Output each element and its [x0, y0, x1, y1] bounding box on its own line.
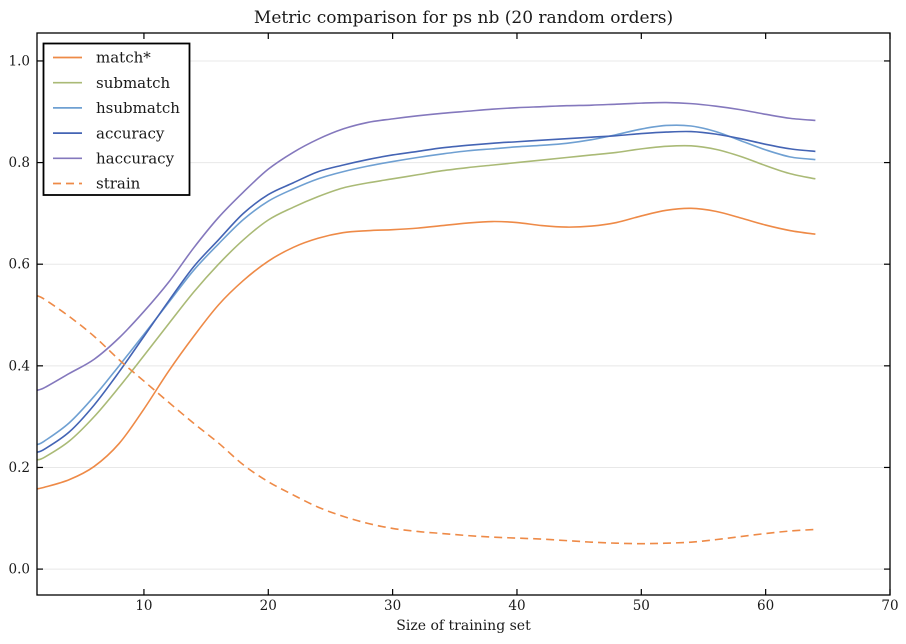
x-tick-label: 60 — [757, 598, 774, 614]
y-tick-label: 0.8 — [9, 155, 30, 171]
x-tick-label: 20 — [260, 598, 277, 614]
series-line-match — [37, 207, 816, 490]
legend-label: accuracy — [96, 124, 165, 142]
x-axis-label: Size of training set — [396, 618, 531, 634]
x-tick-label: 50 — [633, 598, 650, 614]
x-tick-label: 70 — [881, 598, 898, 614]
x-tick-label: 40 — [508, 598, 525, 614]
legend: match* submatch hsubmatch accuracy haccuracy… — [42, 42, 191, 196]
y-tick-label: 1.0 — [9, 53, 30, 69]
legend-box — [42, 42, 191, 196]
y-tick-label: 0.6 — [9, 257, 30, 273]
series-line-strain — [37, 294, 816, 545]
y-tick-label: 0.0 — [9, 562, 30, 578]
axes — [36, 32, 891, 596]
x-tick-label: 30 — [384, 598, 401, 614]
y-tick-label: 0.4 — [9, 358, 30, 374]
series-line-haccuracy — [37, 101, 816, 391]
series-line-submatch — [37, 144, 816, 461]
legend-label: hsubmatch — [96, 99, 180, 117]
legend-label: match* — [96, 49, 151, 67]
plot-border — [36, 32, 891, 596]
x-tick-label: 10 — [135, 598, 152, 614]
legend-label: strain — [96, 175, 141, 193]
tick-labels: 10 20 30 40 50 60 70 0.0 0.2 0.4 0.6 0.8 1.0 — [9, 53, 899, 614]
series-lines — [37, 101, 816, 545]
series-line-accuracy — [37, 130, 816, 453]
legend-label: haccuracy — [96, 150, 175, 168]
y-tick-label: 0.2 — [9, 460, 30, 476]
chart-title: Metric comparison for ps nb (20 random o… — [254, 8, 673, 28]
legend-label: submatch — [96, 74, 171, 92]
